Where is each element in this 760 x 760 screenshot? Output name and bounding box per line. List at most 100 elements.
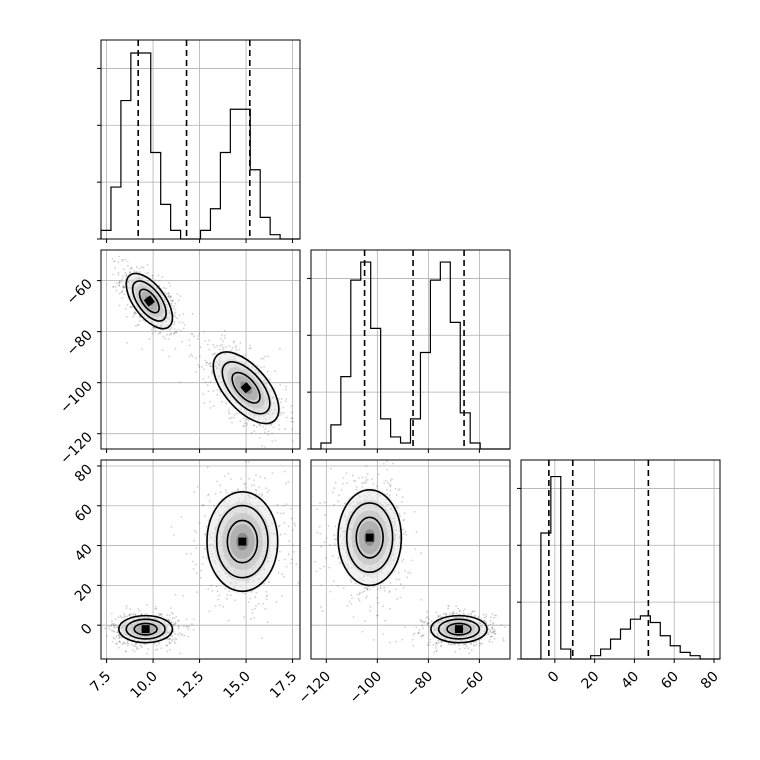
scatter-point: [251, 608, 254, 611]
scatter-point: [111, 257, 114, 260]
scatter-point: [160, 647, 163, 650]
scatter-point: [493, 616, 495, 619]
scatter-point: [230, 416, 233, 419]
scatter-point: [420, 619, 422, 622]
scatter-point: [205, 364, 208, 366]
x-tick-label: 7.5: [87, 669, 114, 696]
scatter-point: [168, 637, 171, 640]
scatter-point: [129, 306, 132, 308]
scatter-point: [169, 294, 171, 297]
scatter-point: [131, 306, 133, 309]
scatter-point: [254, 607, 257, 610]
scatter-point: [369, 588, 372, 591]
scatter-point: [334, 525, 337, 528]
scatter-point: [201, 563, 204, 565]
scatter-point: [136, 646, 139, 649]
scatter-point: [118, 634, 120, 637]
scatter-point: [197, 338, 200, 340]
scatter-point: [244, 487, 247, 489]
scatter-point: [118, 255, 120, 258]
scatter-point: [303, 565, 305, 567]
scatter-point: [365, 476, 368, 479]
scatter-point: [131, 649, 134, 651]
scatter-point: [278, 525, 280, 528]
scatter-point: [113, 259, 116, 262]
scatter-point: [131, 643, 133, 646]
scatter-point: [128, 613, 131, 616]
scatter-point: [180, 330, 183, 332]
scatter-point: [255, 474, 257, 476]
scatter-point: [255, 604, 257, 607]
scatter-point: [154, 279, 157, 282]
scatter-point: [258, 486, 260, 489]
scatter-point: [392, 462, 394, 465]
scatter-point: [410, 559, 413, 562]
scatter-point: [428, 644, 430, 647]
scatter-point: [394, 640, 397, 643]
scatter-point: [349, 579, 352, 581]
scatter-point: [238, 348, 240, 351]
scatter-point: [121, 636, 123, 639]
scatter-point: [202, 393, 205, 396]
scatter-point: [442, 612, 445, 615]
scatter-point: [166, 650, 169, 653]
scatter-point: [412, 633, 415, 636]
scatter-point: [291, 417, 293, 420]
scatter-point: [124, 272, 127, 274]
scatter-point: [154, 608, 157, 610]
scatter-point: [213, 504, 216, 507]
scatter-point: [172, 612, 175, 615]
scatter-point: [161, 349, 164, 351]
scatter-point: [427, 623, 429, 626]
scatter-point: [193, 491, 196, 493]
scatter-point: [207, 390, 210, 392]
scatter-point: [121, 275, 124, 278]
scatter-point: [125, 650, 127, 653]
scatter-point: [176, 317, 179, 320]
scatter-point: [228, 417, 231, 420]
scatter-point: [405, 533, 408, 536]
contour-line: [226, 519, 259, 564]
scatter-point: [447, 643, 450, 645]
scatter-point: [439, 614, 442, 616]
scatter-point: [397, 489, 400, 491]
scatter-point: [417, 632, 419, 635]
scatter-point: [399, 596, 402, 599]
scatter-point: [190, 332, 193, 335]
scatter-point: [192, 567, 195, 570]
scatter-point: [154, 605, 157, 608]
scatter-point: [249, 618, 252, 621]
scatter-point: [346, 604, 349, 607]
scatter-point: [204, 533, 207, 536]
scatter-point: [158, 331, 161, 334]
scatter-point: [395, 588, 397, 591]
scatter-point: [276, 511, 279, 514]
scatter-point: [421, 620, 424, 623]
scatter-point: [201, 365, 204, 368]
scatter-point: [436, 614, 439, 617]
scatter-point: [131, 267, 133, 270]
y-tick-label: 0: [78, 621, 96, 639]
scatter-point: [251, 484, 253, 487]
scatter-point: [160, 613, 163, 615]
scatter-point: [154, 330, 157, 332]
scatter-point: [155, 644, 158, 647]
scatter-point: [402, 586, 405, 589]
scatter-point: [438, 615, 440, 618]
scatter-point: [246, 422, 248, 425]
scatter-point: [119, 280, 121, 283]
scatter-point: [124, 258, 127, 261]
scatter-point: [332, 491, 334, 494]
scatter-point: [386, 493, 389, 495]
scatter-point: [225, 402, 228, 405]
scatter-point: [151, 277, 154, 280]
scatter-point: [294, 524, 297, 527]
scatter-point: [512, 625, 514, 627]
scatter-point: [245, 424, 248, 427]
scatter-point: [188, 625, 191, 628]
scatter-point: [168, 641, 171, 643]
scatter-point: [196, 485, 199, 488]
y-tick-label: 80: [72, 461, 96, 485]
scatter-point: [492, 621, 494, 624]
scatter-point: [292, 420, 294, 423]
